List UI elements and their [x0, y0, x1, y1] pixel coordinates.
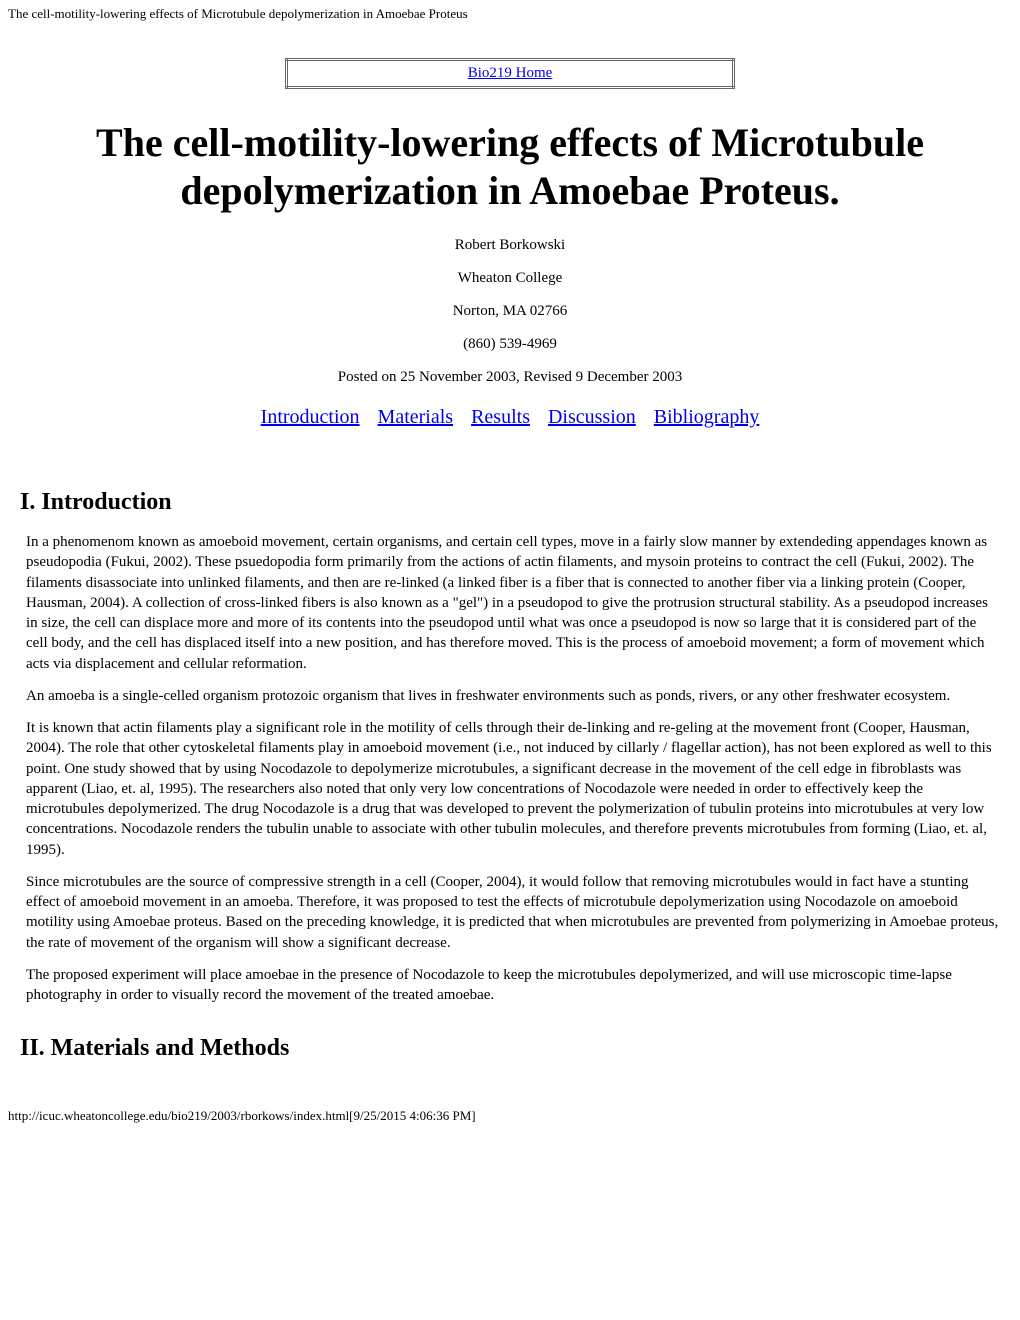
nav-cell: Bio219 Home	[286, 60, 734, 88]
methods-heading: II. Materials and Methods	[20, 1035, 1000, 1062]
nav-bibliography-link[interactable]: Bibliography	[654, 406, 760, 428]
intro-paragraph-3: It is known that actin filaments play a …	[20, 718, 1000, 860]
introduction-heading: I. Introduction	[20, 489, 1000, 516]
content-area: I. Introduction In a phenomenom known as…	[0, 489, 1020, 1062]
intro-paragraph-2: An amoeba is a single-celled organism pr…	[20, 686, 1000, 706]
address: Norton, MA 02766	[0, 301, 1020, 322]
nav-discussion-link[interactable]: Discussion	[548, 406, 636, 428]
bio219-home-link[interactable]: Bio219 Home	[468, 65, 553, 81]
intro-paragraph-1: In a phenomenom known as amoeboid moveme…	[20, 532, 1000, 674]
meta-block: Robert Borkowski Wheaton College Norton,…	[0, 235, 1020, 388]
intro-paragraph-5: The proposed experiment will place amoeb…	[20, 965, 1000, 1006]
phone: (860) 539-4969	[0, 334, 1020, 355]
page-header-text: The cell-motility-lowering effects of Mi…	[0, 0, 1020, 28]
footer-url: http://icuc.wheatoncollege.edu/bio219/20…	[0, 1102, 1020, 1130]
nav-materials-link[interactable]: Materials	[378, 406, 454, 428]
section-nav: Introduction Materials Results Discussio…	[0, 406, 1020, 429]
page-title: The cell-motility-lowering effects of Mi…	[50, 119, 970, 215]
posted-date: Posted on 25 November 2003, Revised 9 De…	[0, 367, 1020, 388]
nav-results-link[interactable]: Results	[471, 406, 530, 428]
institution: Wheaton College	[0, 268, 1020, 289]
nav-introduction-link[interactable]: Introduction	[261, 406, 360, 428]
intro-paragraph-4: Since microtubules are the source of com…	[20, 872, 1000, 953]
nav-table: Bio219 Home	[285, 58, 736, 89]
author-name: Robert Borkowski	[0, 235, 1020, 256]
